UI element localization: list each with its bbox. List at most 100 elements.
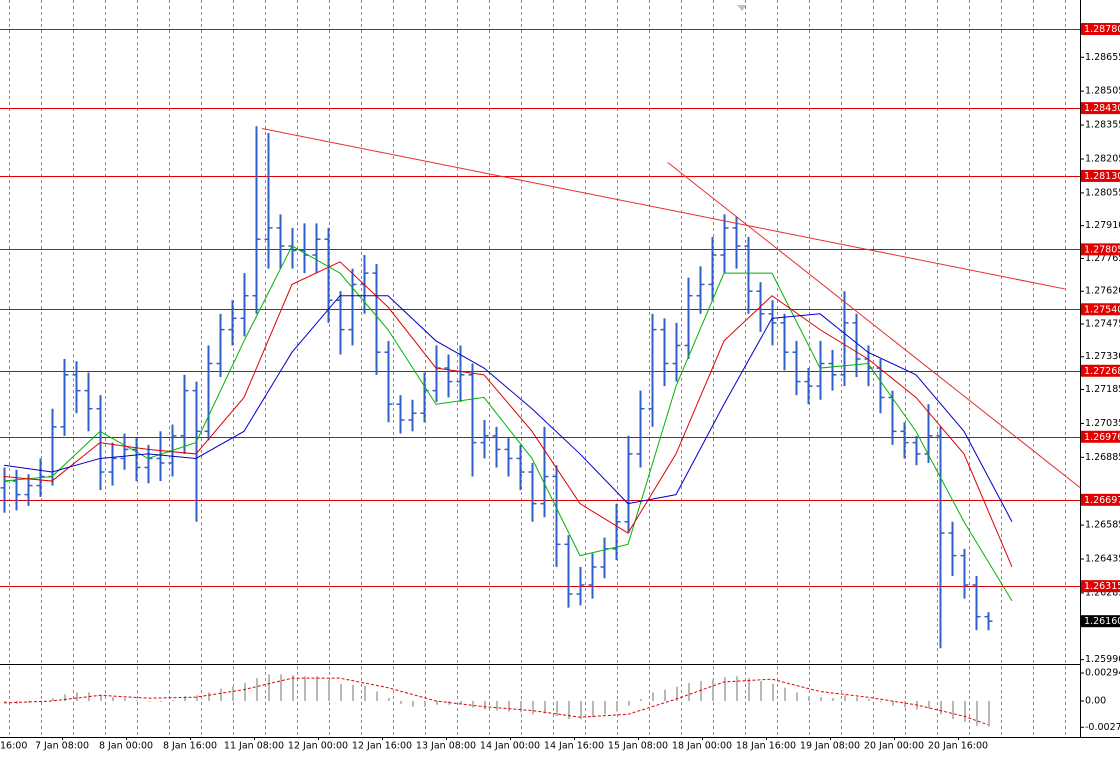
macd-bar (556, 701, 558, 717)
macd-bar (364, 685, 366, 701)
y-tick-label: 1.26585 (1085, 520, 1120, 531)
macd-bar (196, 695, 198, 701)
level-label-box (1081, 303, 1120, 316)
plot-area (0, 29, 1081, 727)
macd-bar (592, 701, 594, 718)
macd-bar (484, 701, 486, 710)
macd-bar (640, 699, 642, 701)
macd-bar (388, 698, 390, 701)
level-label-box (1081, 580, 1120, 593)
macd-bar (892, 701, 894, 706)
x-tick-label: 14 Jan 00:00 (480, 741, 540, 752)
macd-bar (244, 682, 246, 701)
macd-bar (952, 701, 954, 720)
macd-bar (280, 674, 282, 701)
macd-bar (508, 701, 510, 712)
macd-bar (616, 701, 618, 712)
level-label: 1.28130 (1084, 171, 1120, 182)
level-label: 1.28430 (1084, 103, 1120, 114)
y-tick-label: 1.28355 (1085, 120, 1120, 131)
macd-bar (436, 701, 438, 705)
current-price-label: 1.26160 (1084, 616, 1120, 627)
macd-bar (496, 701, 498, 711)
level-label: 1.26976 (1084, 432, 1120, 443)
macd-bar (784, 687, 786, 701)
macd-bar (712, 679, 714, 701)
macd-bar (136, 700, 138, 701)
macd-bar (64, 694, 66, 701)
y-tick-label: 1.27185 (1085, 384, 1120, 395)
macd-bar (328, 680, 330, 701)
y-tick-label: 1.27330 (1085, 351, 1120, 362)
macd-bar (604, 701, 606, 715)
x-tick-label: 20 Jan 16:00 (928, 741, 988, 752)
y-tick-label: 1.25990 (1085, 654, 1120, 665)
macd-bar (688, 682, 690, 701)
y-tick-label: 1.27765 (1085, 253, 1120, 264)
current-price-box (1081, 615, 1120, 628)
macd-bar (340, 683, 342, 701)
macd-bar (4, 701, 6, 703)
macd-bar (412, 701, 414, 707)
macd-bar (352, 684, 354, 701)
macd-bar (472, 701, 474, 708)
y-tick-label: 1.27475 (1085, 318, 1120, 329)
macd-bar (112, 697, 114, 701)
macd-bar (16, 701, 18, 704)
x-tick-label: 12 Jan 00:00 (288, 741, 348, 752)
macd-bar (52, 698, 54, 701)
macd-bar (304, 676, 306, 701)
macd-bar (76, 692, 78, 701)
macd-bar (820, 697, 822, 701)
macd-bar (736, 676, 738, 701)
macd-bar (856, 697, 858, 701)
macd-bar (808, 696, 810, 701)
macd-bar (772, 683, 774, 701)
macd-bar (208, 692, 210, 701)
x-tick-label: 19 Jan 08:00 (800, 741, 860, 752)
macd-bar (184, 696, 186, 701)
y-tick-label: 1.26435 (1085, 554, 1120, 565)
macd-bar (988, 701, 990, 727)
macd-bar (376, 691, 378, 701)
y-tick-label: 0.002941 (1085, 668, 1120, 679)
macd-bar (256, 678, 258, 701)
level-label: 1.27540 (1084, 304, 1120, 315)
macd-bar (760, 681, 762, 701)
macd-bar (424, 701, 426, 707)
macd-bar (676, 686, 678, 701)
macd-bar (292, 675, 294, 701)
macd-bar (148, 701, 150, 702)
level-label-box (1081, 493, 1120, 506)
level-label-box (1081, 23, 1120, 36)
macd-bar (220, 688, 222, 701)
macd-bar (460, 701, 462, 704)
macd-bar (544, 701, 546, 714)
macd-bar (904, 701, 906, 708)
x-tick-label: 13 Jan 08:00 (416, 741, 476, 752)
moving-average (3, 245, 1013, 602)
macd-bar (100, 695, 102, 701)
x-tick-label: 12 Jan 16:00 (352, 741, 412, 752)
level-label-box (1081, 364, 1120, 377)
macd-bar (832, 698, 834, 701)
macd-bar (316, 676, 318, 701)
level-label: 1.26315 (1084, 581, 1120, 592)
x-tick-label: 7 Jan 08:00 (35, 741, 89, 752)
level-label-box (1081, 169, 1120, 182)
moving-average (3, 261, 1013, 568)
macd-bar (652, 692, 654, 701)
x-tick-label: 16:00 (0, 741, 27, 752)
level-label-box (1081, 102, 1120, 115)
level-label: 1.27268 (1084, 366, 1120, 377)
y-tick-label: 1.26885 (1085, 452, 1120, 463)
macd-bar (580, 701, 582, 720)
x-tick-label: 18 Jan 00:00 (672, 741, 732, 752)
trendline (667, 161, 1081, 489)
axis: 1.28655 1.28505 1.28355 1.28205 1.28055 1.279… (0, 23, 1120, 752)
x-tick-label: 14 Jan 16:00 (544, 741, 604, 752)
macd-bar (232, 685, 234, 701)
macd-bar (532, 701, 534, 715)
